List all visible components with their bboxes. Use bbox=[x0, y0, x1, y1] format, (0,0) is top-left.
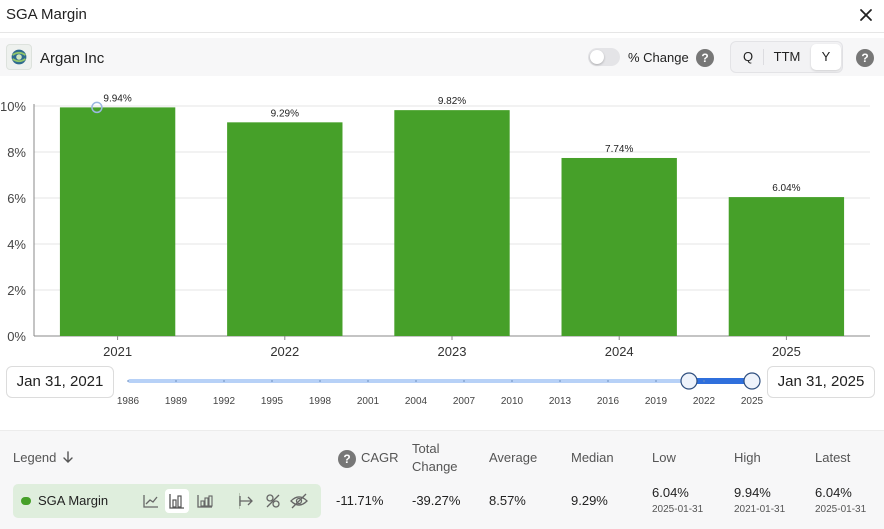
x-tick-label: 2022 bbox=[270, 344, 299, 358]
pct-change-toggle[interactable] bbox=[588, 48, 620, 66]
title-bar: SGA Margin bbox=[0, 0, 884, 33]
company-name: Argan Inc bbox=[40, 50, 105, 67]
remove-series-icon[interactable] bbox=[263, 491, 283, 511]
cagr-value: -11.71% bbox=[336, 493, 384, 508]
slider-year-label: 1986 bbox=[117, 396, 140, 407]
low-date: 2025-01-31 bbox=[652, 504, 704, 515]
high-date: 2021-01-31 bbox=[734, 504, 786, 515]
line-chart-icon[interactable] bbox=[141, 491, 161, 511]
y-tick-label: 2% bbox=[7, 283, 26, 298]
range-start-input[interactable]: Jan 31, 2021 bbox=[6, 366, 114, 398]
slider-year-label: 2016 bbox=[597, 396, 620, 407]
hover-marker bbox=[91, 101, 103, 114]
window-title: SGA Margin bbox=[6, 6, 87, 23]
median-value: 9.29% bbox=[571, 493, 608, 508]
low-header: Low bbox=[652, 450, 676, 465]
close-icon[interactable] bbox=[857, 6, 875, 24]
bar[interactable] bbox=[59, 107, 176, 336]
slider-year-label: 2019 bbox=[645, 396, 668, 407]
sga-margin-bar-chart: 0% 2% 4% 6% 8% 10% 9.94% 2021 9.29% 2022 9.82% 2023… bbox=[0, 93, 870, 358]
stats-panel: Legend ? CAGR Total Change Average Media… bbox=[0, 430, 884, 529]
period-selector: Q TTM Y bbox=[730, 41, 843, 73]
slider-year-label: 2004 bbox=[405, 396, 428, 407]
x-tick-label: 2024 bbox=[605, 344, 634, 358]
bar-chart-button[interactable] bbox=[165, 489, 189, 513]
y-tick-label: 8% bbox=[7, 145, 26, 160]
bar[interactable] bbox=[728, 197, 845, 336]
x-tick-label: 2021 bbox=[103, 344, 132, 358]
bar-value-label: 9.82% bbox=[438, 96, 466, 107]
slider-year-label: 1992 bbox=[213, 396, 236, 407]
slider-start-handle[interactable] bbox=[680, 372, 698, 390]
bar[interactable] bbox=[394, 110, 510, 336]
series-color-swatch bbox=[21, 497, 31, 505]
bar-value-label: 6.04% bbox=[772, 183, 800, 194]
slider-year-label: 2013 bbox=[549, 396, 572, 407]
legend-item-sga-margin[interactable]: SGA Margin bbox=[13, 484, 321, 518]
total-change-header-line2: Change bbox=[412, 459, 458, 474]
stacked-bar-icon[interactable] bbox=[195, 491, 215, 511]
slider-track[interactable] bbox=[128, 379, 752, 383]
slider-year-label: 2022 bbox=[693, 396, 716, 407]
median-header: Median bbox=[571, 450, 614, 465]
bar-chart-icon bbox=[169, 494, 184, 509]
period-ttm-button[interactable]: TTM bbox=[773, 49, 801, 64]
total-change-value: -39.27% bbox=[412, 493, 461, 508]
period-y-button[interactable]: Y bbox=[811, 44, 841, 70]
divider bbox=[763, 49, 764, 65]
toggle-knob bbox=[590, 50, 604, 64]
company-logo-icon bbox=[6, 44, 32, 70]
slider-year-label: 2001 bbox=[357, 396, 380, 407]
chart-toolbar: Argan Inc % Change ? Q TTM Y ? bbox=[0, 38, 884, 76]
slider-year-label: 2025 bbox=[741, 396, 764, 407]
slider-year-label: 1995 bbox=[261, 396, 284, 407]
slider-year-label: 1998 bbox=[309, 396, 332, 407]
total-change-header-line1: Total bbox=[412, 441, 440, 456]
slider-end-handle[interactable] bbox=[743, 372, 761, 390]
bar-value-label: 9.29% bbox=[271, 108, 299, 119]
latest-date: 2025-01-31 bbox=[815, 504, 867, 515]
legend-header-label: Legend bbox=[13, 450, 57, 465]
extend-right-icon[interactable] bbox=[236, 491, 256, 511]
latest-value: 6.04% bbox=[815, 485, 852, 500]
pct-change-label: % Change bbox=[628, 50, 689, 65]
x-tick-label: 2025 bbox=[772, 344, 801, 358]
high-header: High bbox=[734, 450, 761, 465]
low-value: 6.04% bbox=[652, 485, 689, 500]
period-q-button[interactable]: Q bbox=[742, 49, 754, 64]
legend-series-name: SGA Margin bbox=[38, 493, 109, 508]
arrow-down-icon bbox=[63, 451, 73, 463]
high-value: 9.94% bbox=[734, 485, 771, 500]
cagr-header: CAGR bbox=[361, 450, 399, 465]
bar[interactable] bbox=[227, 122, 343, 336]
x-tick-label: 2023 bbox=[438, 344, 467, 358]
average-header: Average bbox=[489, 450, 538, 465]
y-tick-label: 4% bbox=[7, 237, 26, 252]
y-tick-label: 10% bbox=[0, 99, 26, 114]
y-tick-label: 0% bbox=[7, 329, 26, 344]
slider-year-label: 2010 bbox=[501, 396, 524, 407]
latest-header: Latest bbox=[815, 450, 851, 465]
legend-header[interactable]: Legend bbox=[13, 449, 73, 467]
bar-value-label: 7.74% bbox=[605, 144, 633, 155]
help-icon[interactable]: ? bbox=[696, 49, 714, 67]
bar-value-label: 9.94% bbox=[103, 93, 131, 104]
slider-year-label: 2007 bbox=[453, 396, 476, 407]
cagr-help-icon[interactable]: ? bbox=[338, 450, 356, 468]
slider-selected-range bbox=[689, 378, 752, 384]
average-value: 8.57% bbox=[489, 493, 526, 508]
range-slider[interactable]: 1986 1989 1992 1995 1998 2001 2004 2007 2010 2013… bbox=[116, 366, 766, 410]
range-end-input[interactable]: Jan 31, 2025 bbox=[767, 366, 875, 398]
eye-hidden-icon[interactable] bbox=[289, 491, 309, 511]
bar[interactable] bbox=[561, 157, 677, 336]
help-icon-period[interactable]: ? bbox=[856, 49, 874, 67]
slider-year-label: 1989 bbox=[165, 396, 188, 407]
y-tick-label: 6% bbox=[7, 191, 26, 206]
